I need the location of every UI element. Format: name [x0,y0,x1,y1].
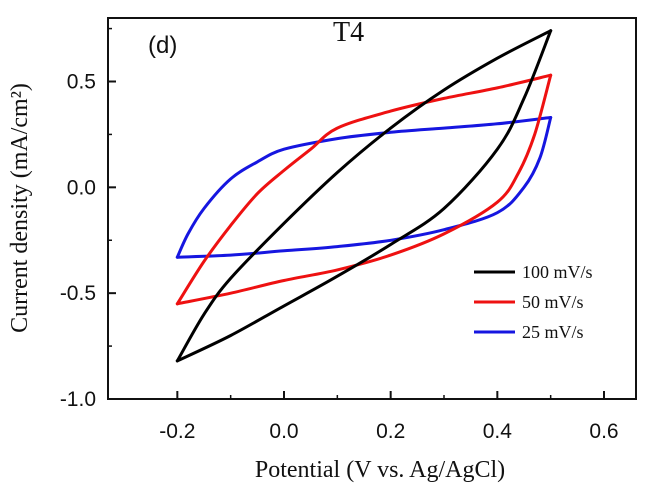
y-tick-label: -0.5 [60,282,96,305]
y-tick-label: -1.0 [60,388,96,411]
legend-label-50: 50 mV/s [522,292,584,312]
cv-curve-anodic [175,29,553,363]
chart-title: T4 [333,17,364,48]
x-axis-title: Potential (V vs. Ag/AgCl) [255,457,505,483]
legend-label-25: 25 mV/s [522,322,584,342]
cv-curve-anodic [175,116,553,259]
cv-curve-cathodic [175,29,553,363]
cv-curve-anodic [175,73,553,306]
legend: 100 mV/s 50 mV/s 25 mV/s [474,262,593,342]
x-tick-label: 0.0 [269,420,298,443]
x-tick-label: 0.6 [589,420,618,443]
y-axis-title: Current density (mA/cm²) [7,83,33,333]
y-tick-label: 0.0 [67,176,96,199]
panel-label: (d) [148,32,177,59]
cv-curve-cathodic [175,73,553,306]
y-tick-label: 0.5 [67,71,96,94]
axis-ticks: -0.2 0.0 0.2 0.4 0.6 -1.0 -0.5 0.0 0.5 [60,27,619,443]
plot-frame [107,17,637,400]
legend-label-100: 100 mV/s [522,262,593,282]
x-tick-label: -0.2 [159,420,195,443]
cv-curves [175,29,553,363]
x-tick-label: 0.2 [376,420,405,443]
cv-curve-cathodic [175,116,553,259]
x-tick-label: 0.4 [483,420,513,443]
